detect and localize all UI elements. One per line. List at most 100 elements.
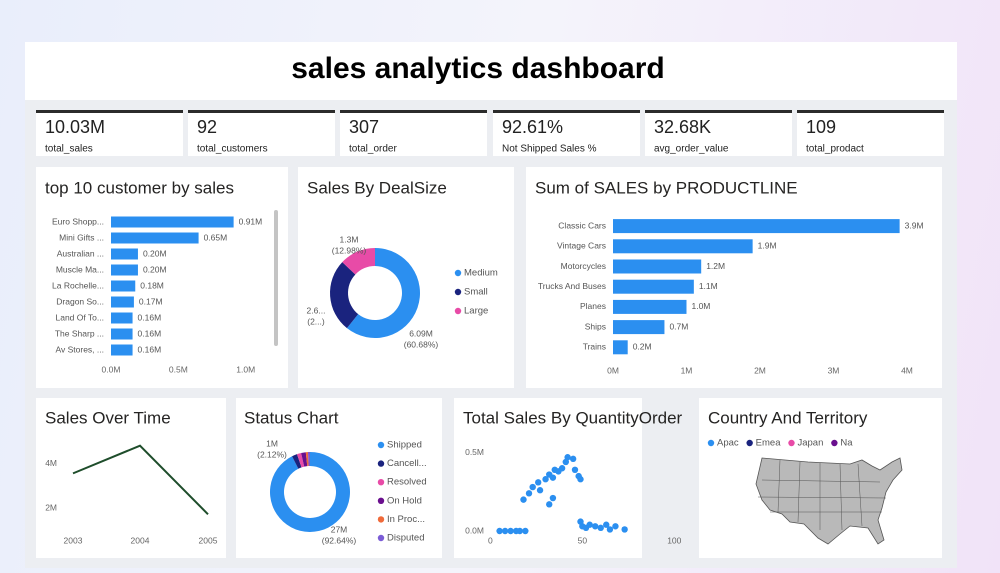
scatter-point[interactable] [569,455,577,463]
scatter-point[interactable] [577,518,584,525]
scatter-point[interactable] [535,479,542,486]
legend-label[interactable]: Small [464,287,488,298]
scatter-point[interactable] [621,526,628,533]
bar[interactable] [111,312,133,324]
kpi-card [340,110,487,156]
donut-segment[interactable] [270,452,350,532]
legend-label[interactable]: Shipped [387,440,422,451]
donut-segment[interactable] [329,262,359,329]
bar[interactable] [111,344,133,356]
scatter-point[interactable] [606,526,614,533]
kpi-label: Not Shipped Sales % [502,144,597,155]
donut-segment[interactable] [292,454,302,469]
bar[interactable] [613,259,702,274]
bar[interactable] [613,219,900,234]
legend-marker [377,534,385,542]
bar[interactable] [613,299,687,314]
legend-label[interactable]: Large [464,306,488,317]
value-label: 1.2M [706,261,725,271]
value-label: 0.2M [633,342,652,352]
value-label: 0.16M [138,344,162,354]
scatter-point[interactable] [501,527,509,535]
bar[interactable] [111,328,133,340]
value-label: 0.16M [138,328,162,338]
legend-marker [454,307,462,315]
legend-marker [377,516,385,523]
x-tick-label: 4M [901,365,913,375]
category-label: La Rochelle... [52,280,104,290]
legend-marker [831,439,838,447]
legend-label[interactable]: Cancell... [387,458,427,469]
scatter-point[interactable] [529,483,536,491]
scatter-point[interactable] [577,476,584,483]
percent-label: (60.68%) [404,339,439,349]
value-label: 1.1M [699,281,718,291]
donut-segment[interactable] [296,453,305,468]
legend-label[interactable]: Apac [717,438,739,449]
value-label: 1M [266,438,278,448]
bar[interactable] [111,248,138,260]
scatter-point[interactable] [542,476,549,483]
legend-label[interactable]: Na [840,438,853,449]
scatter-point[interactable] [536,487,544,494]
scatter-point[interactable] [564,454,571,461]
scatter-point[interactable] [549,494,557,502]
value-label: 0.18M [140,280,164,290]
kpi-card-border [645,110,792,113]
bar[interactable] [111,216,234,228]
scrollbar[interactable] [274,210,278,346]
bar[interactable] [111,264,138,276]
kpi-value: 10.03M [45,117,105,137]
scatter-point[interactable] [603,521,610,528]
scatter-point[interactable] [516,527,524,535]
value-label: 0.20M [143,264,167,274]
scatter-point[interactable] [549,474,557,481]
category-label: Av Stores, ... [55,344,104,354]
bar[interactable] [613,320,665,335]
line [72,444,209,515]
donut-segment[interactable] [305,452,309,467]
bar[interactable] [111,280,136,292]
bar[interactable] [111,296,134,308]
scatter-point[interactable] [522,527,529,535]
x-tick-label: 1M [681,365,693,375]
scatter-point[interactable] [571,466,579,474]
legend-label[interactable]: In Proc... [387,514,425,525]
donut-segment[interactable] [342,248,375,275]
scatter-point[interactable] [525,490,533,497]
y-tick-label: 4M [45,458,57,468]
legend-marker [377,460,385,467]
y-tick-label: 2M [45,502,57,512]
scatter-point[interactable] [612,523,619,530]
scatter-point[interactable] [507,527,514,535]
category-label: Vintage Cars [557,241,606,251]
us-map [755,457,903,545]
scatter-point[interactable] [496,527,503,535]
legend-label[interactable]: Emea [756,438,782,449]
legend-label[interactable]: On Hold [387,495,422,506]
value-label: 0.65M [204,232,228,242]
bar[interactable] [613,340,628,355]
scatter-point[interactable] [597,524,604,532]
legend-label[interactable]: Disputed [387,533,425,544]
donut-segment[interactable] [346,248,420,339]
scatter-point[interactable] [558,465,566,472]
value-label: 0.91M [239,216,263,226]
donut-segment[interactable] [307,452,310,467]
scatter-point[interactable] [520,496,527,503]
dashboard-title: sales analytics dashboard [291,52,665,85]
kpi-label: total_sales [45,144,93,155]
bar[interactable] [613,279,694,294]
legend-label[interactable]: Medium [464,268,498,279]
x-tick-label: 2004 [131,535,150,545]
scatter-point[interactable] [592,523,599,530]
category-label: Ships [585,321,606,331]
legend-label[interactable]: Japan [797,438,823,449]
bar[interactable] [613,239,753,254]
chart-title: Sales Over Time [45,408,171,427]
donut-segment[interactable] [301,452,308,467]
legend-label[interactable]: Resolved [387,477,427,488]
scatter-point[interactable] [546,501,553,508]
scatter-point[interactable] [586,521,593,528]
bar[interactable] [111,232,199,244]
